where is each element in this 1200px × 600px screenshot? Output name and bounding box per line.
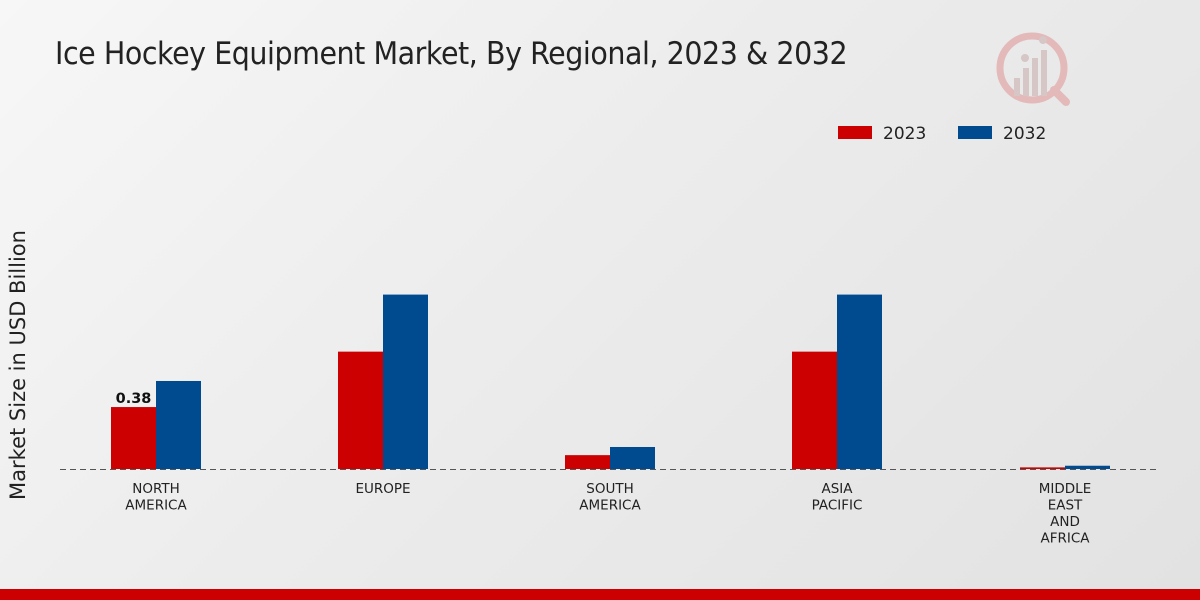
data-label-0: 0.38 bbox=[116, 391, 152, 407]
x-tick-label-4: MIDDLE EAST AND AFRICA bbox=[1039, 481, 1091, 547]
bar-2032-0 bbox=[156, 380, 201, 469]
brand-logo-icon bbox=[996, 32, 1070, 106]
bar-2023-3 bbox=[792, 351, 837, 469]
x-tick-labels-group: NORTH AMERICA EUROPE SOUTH AMERICA ASIA PACIFI… bbox=[125, 481, 1091, 547]
x-tick-label-2: SOUTH AMERICA bbox=[579, 481, 641, 514]
legend-label-2023: 2023 bbox=[883, 124, 926, 144]
chart-title: Ice Hockey Equipment Market, By Regional… bbox=[55, 36, 848, 72]
x-tick-label-3: ASIA PACIFIC bbox=[812, 481, 863, 514]
bar-2023-4 bbox=[1020, 467, 1065, 469]
bar-2032-4 bbox=[1065, 465, 1110, 469]
legend: 2023 2032 bbox=[838, 124, 1046, 144]
bar-2023-0 bbox=[111, 407, 156, 469]
legend-swatch-2032 bbox=[958, 126, 992, 139]
footer-accent-bar bbox=[0, 589, 1200, 600]
bar-2032-3 bbox=[837, 294, 882, 469]
bar-2023-2 bbox=[565, 455, 610, 469]
legend-swatch-2023 bbox=[838, 126, 872, 139]
bar-2032-2 bbox=[610, 446, 655, 469]
bar-2023-1 bbox=[338, 351, 383, 469]
x-tick-label-0: NORTH AMERICA bbox=[125, 481, 187, 514]
x-tick-label-1: EUROPE bbox=[355, 481, 410, 497]
bars-group bbox=[111, 294, 1110, 469]
legend-label-2032: 2032 bbox=[1003, 124, 1046, 144]
data-labels-group: 0.38 bbox=[116, 391, 152, 407]
bar-2032-1 bbox=[383, 294, 428, 469]
